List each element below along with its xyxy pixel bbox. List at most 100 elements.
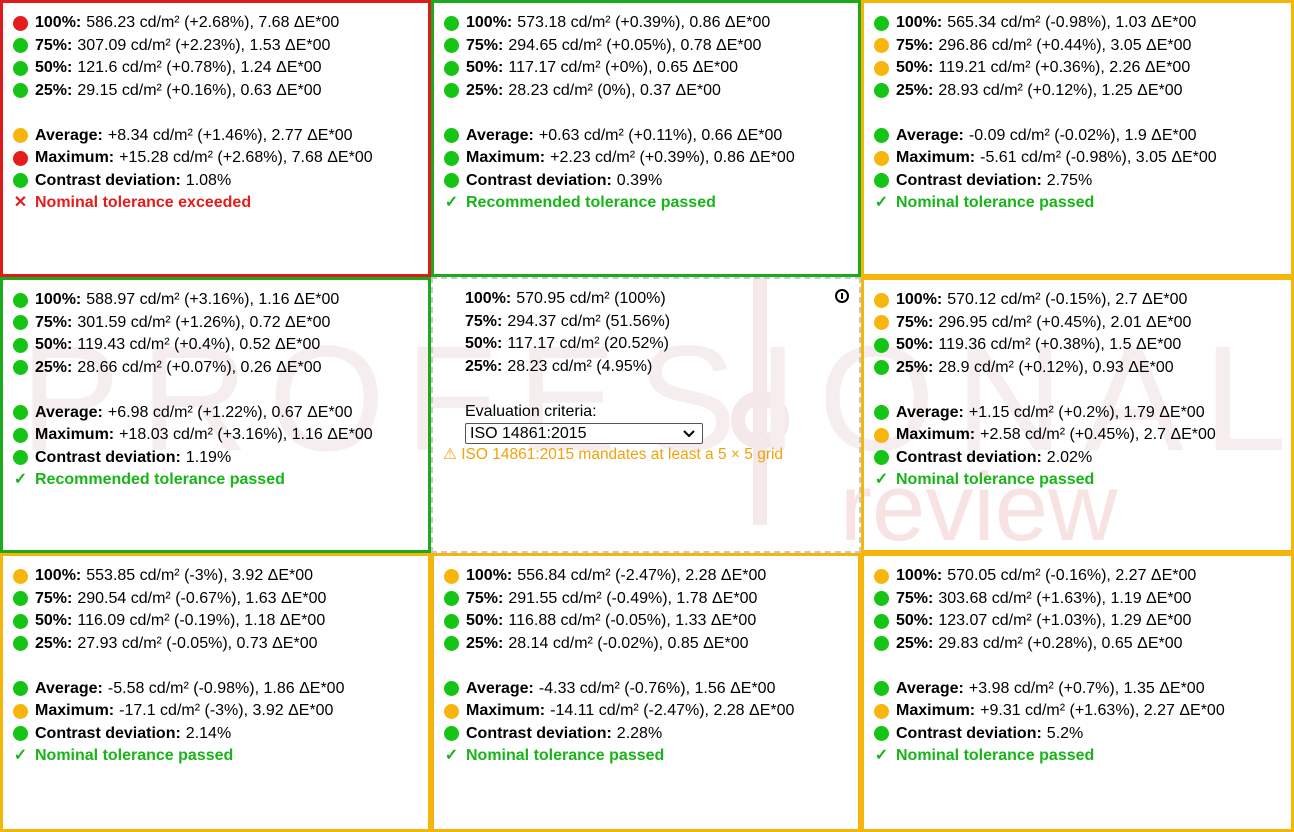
status-dot-icon <box>874 405 889 421</box>
rows-label: 25%: <box>35 81 73 99</box>
tolerance-result-text: Nominal tolerance exceeded <box>35 194 252 211</box>
summary-row: Maximum: -5.61 cd/m² (-0.98%), 3.05 ΔE*00 <box>874 147 1281 170</box>
summary-label: Contrast deviation: <box>466 724 612 742</box>
reference-row-50: 50%: 117.17 cd/m² (20.52%) <box>465 335 669 352</box>
status-dot-icon <box>444 15 459 31</box>
summary-row: Average: +8.34 cd/m² (+1.46%), 2.77 ΔE*00 <box>13 125 418 148</box>
info-circle-icon[interactable] <box>835 289 849 303</box>
summary-label: Maximum: <box>35 426 115 443</box>
rows-label: 75%: <box>35 313 73 331</box>
rows-label: 100%: <box>35 567 82 584</box>
status-dot-icon <box>874 360 889 376</box>
rows-value: 290.54 cd/m² (-0.67%), 1.63 ΔE*00 <box>77 589 327 607</box>
summary-row: Average: +3.98 cd/m² (+0.7%), 1.35 ΔE*00 <box>874 678 1281 701</box>
rows-label: 100%: <box>35 291 82 308</box>
status-dot-icon <box>444 150 459 166</box>
rows-row: 25%: 27.93 cd/m² (-0.05%), 0.73 ΔE*00 <box>13 633 418 656</box>
rows-row: 100%: 565.34 cd/m² (-0.98%), 1.03 ΔE*00 <box>874 12 1281 35</box>
rows-label: 100%: <box>35 14 82 31</box>
rows-label: 25%: <box>896 81 934 99</box>
summary-row: Contrast deviation: 2.14% <box>13 723 418 746</box>
status-dot-icon <box>874 38 889 54</box>
summary-value: +1.15 cd/m² (+0.2%), 1.79 ΔE*00 <box>968 403 1205 421</box>
status-dot-icon <box>13 337 28 353</box>
summary-label: Average: <box>896 679 964 697</box>
spacer <box>874 379 1281 402</box>
check-icon: ✓ <box>13 747 28 764</box>
summary-value: +8.34 cd/m² (+1.46%), 2.77 ΔE*00 <box>107 126 353 144</box>
status-dot-icon <box>874 726 889 742</box>
rows-label: 75%: <box>466 589 504 607</box>
rows-value: 29.83 cd/m² (+0.28%), 0.65 ΔE*00 <box>938 634 1183 652</box>
summary-value: +0.63 cd/m² (+0.11%), 0.66 ΔE*00 <box>538 126 783 144</box>
rows-value: 307.09 cd/m² (+2.23%), 1.53 ΔE*00 <box>77 36 331 54</box>
summary-value: +3.98 cd/m² (+0.7%), 1.35 ΔE*00 <box>968 679 1205 697</box>
summary-label: Average: <box>896 403 964 421</box>
status-dot-icon <box>13 405 28 421</box>
status-dot-icon <box>444 128 459 144</box>
status-dot-icon <box>13 427 28 443</box>
grid-cell-center-reference: 100%: 570.95 cd/m² (100%) 75%: 294.37 cd/m… <box>431 277 861 553</box>
status-dot-icon <box>13 450 28 466</box>
summary-row: Average: +6.98 cd/m² (+1.22%), 0.67 ΔE*00 <box>13 402 418 425</box>
summary-label: Average: <box>466 679 534 697</box>
summary-label: Contrast deviation: <box>466 171 612 189</box>
rows-label: 25%: <box>466 634 504 652</box>
summary-row: Average: -4.33 cd/m² (-0.76%), 1.56 ΔE*00 <box>444 678 848 701</box>
tolerance-result: ✓ Recommended tolerance passed <box>444 192 848 215</box>
status-dot-icon <box>13 173 28 189</box>
summary-row: Maximum: +2.23 cd/m² (+0.39%), 0.86 ΔE*00 <box>444 147 848 170</box>
rows-value: 28.66 cd/m² (+0.07%), 0.26 ΔE*00 <box>77 358 322 376</box>
summary-value: +15.28 cd/m² (+2.68%), 7.68 ΔE*00 <box>119 149 373 166</box>
spacer <box>13 655 418 678</box>
summary-label: Contrast deviation: <box>896 724 1042 742</box>
rows-label: 50%: <box>466 612 504 629</box>
summary-value: 1.19% <box>185 448 232 466</box>
status-dot-icon <box>444 83 459 99</box>
tolerance-result: ✓ Recommended tolerance passed <box>13 469 418 492</box>
status-dot-icon <box>444 591 459 607</box>
summary-label: Maximum: <box>35 702 115 719</box>
status-dot-icon <box>444 38 459 54</box>
summary-value: -4.33 cd/m² (-0.76%), 1.56 ΔE*00 <box>538 679 776 697</box>
summary-row: Average: +0.63 cd/m² (+0.11%), 0.66 ΔE*00 <box>444 125 848 148</box>
tolerance-result-text: Nominal tolerance passed <box>896 747 1095 764</box>
rows-value: 556.84 cd/m² (-2.47%), 2.28 ΔE*00 <box>517 567 767 584</box>
rows-label: 50%: <box>35 612 73 629</box>
summary-label: Maximum: <box>466 702 546 719</box>
summary-value: 2.02% <box>1046 448 1093 466</box>
summary-label: Maximum: <box>896 702 976 719</box>
rows-label: 50%: <box>35 336 73 353</box>
evaluation-criteria-select[interactable]: ISO 14861:2015 <box>465 422 703 444</box>
summary-row: Maximum: +15.28 cd/m² (+2.68%), 7.68 ΔE*0… <box>13 147 418 170</box>
grid-cell-1: 100%: 586.23 cd/m² (+2.68%), 7.68 ΔE*00 75… <box>0 0 431 277</box>
rows-label: 25%: <box>466 81 504 99</box>
tolerance-result: ✓ Nominal tolerance passed <box>874 192 1281 215</box>
rows-label: 75%: <box>896 36 934 54</box>
rows-row: 50%: 116.09 cd/m² (-0.19%), 1.18 ΔE*00 <box>13 610 418 633</box>
status-dot-icon <box>13 613 28 629</box>
spacer <box>874 102 1281 125</box>
summary-label: Maximum: <box>896 149 976 166</box>
summary-label: Contrast deviation: <box>896 171 1042 189</box>
rows-label: 25%: <box>35 634 73 652</box>
grid-cell-3: 100%: 565.34 cd/m² (-0.98%), 1.03 ΔE*00 75… <box>861 0 1294 277</box>
grid-cell-4: 100%: 588.97 cd/m² (+3.16%), 1.16 ΔE*00 75… <box>0 277 431 553</box>
summary-row: Contrast deviation: 2.02% <box>874 447 1281 470</box>
spacer <box>13 102 418 125</box>
tolerance-result: ✓ Nominal tolerance passed <box>874 469 1281 492</box>
grid-size-warning: ⚠ ISO 14861:2015 mandates at least a 5 ×… <box>443 445 784 463</box>
rows-value: 116.88 cd/m² (-0.05%), 1.33 ΔE*00 <box>508 612 757 629</box>
summary-row: Maximum: +2.58 cd/m² (+0.45%), 2.7 ΔE*00 <box>874 424 1281 447</box>
summary-value: -5.61 cd/m² (-0.98%), 3.05 ΔE*00 <box>980 149 1217 166</box>
status-dot-icon <box>874 83 889 99</box>
summary-row: Average: -5.58 cd/m² (-0.98%), 1.86 ΔE*00 <box>13 678 418 701</box>
summary-value: 5.2% <box>1046 724 1084 742</box>
status-dot-icon <box>13 591 28 607</box>
check-icon: ✓ <box>444 747 459 764</box>
rows-row: 25%: 29.83 cd/m² (+0.28%), 0.65 ΔE*00 <box>874 633 1281 656</box>
status-dot-icon <box>13 636 28 652</box>
status-dot-icon <box>13 292 28 308</box>
reference-row-25: 25%: 28.23 cd/m² (4.95%) <box>465 357 653 375</box>
rows-label: 50%: <box>896 336 934 353</box>
